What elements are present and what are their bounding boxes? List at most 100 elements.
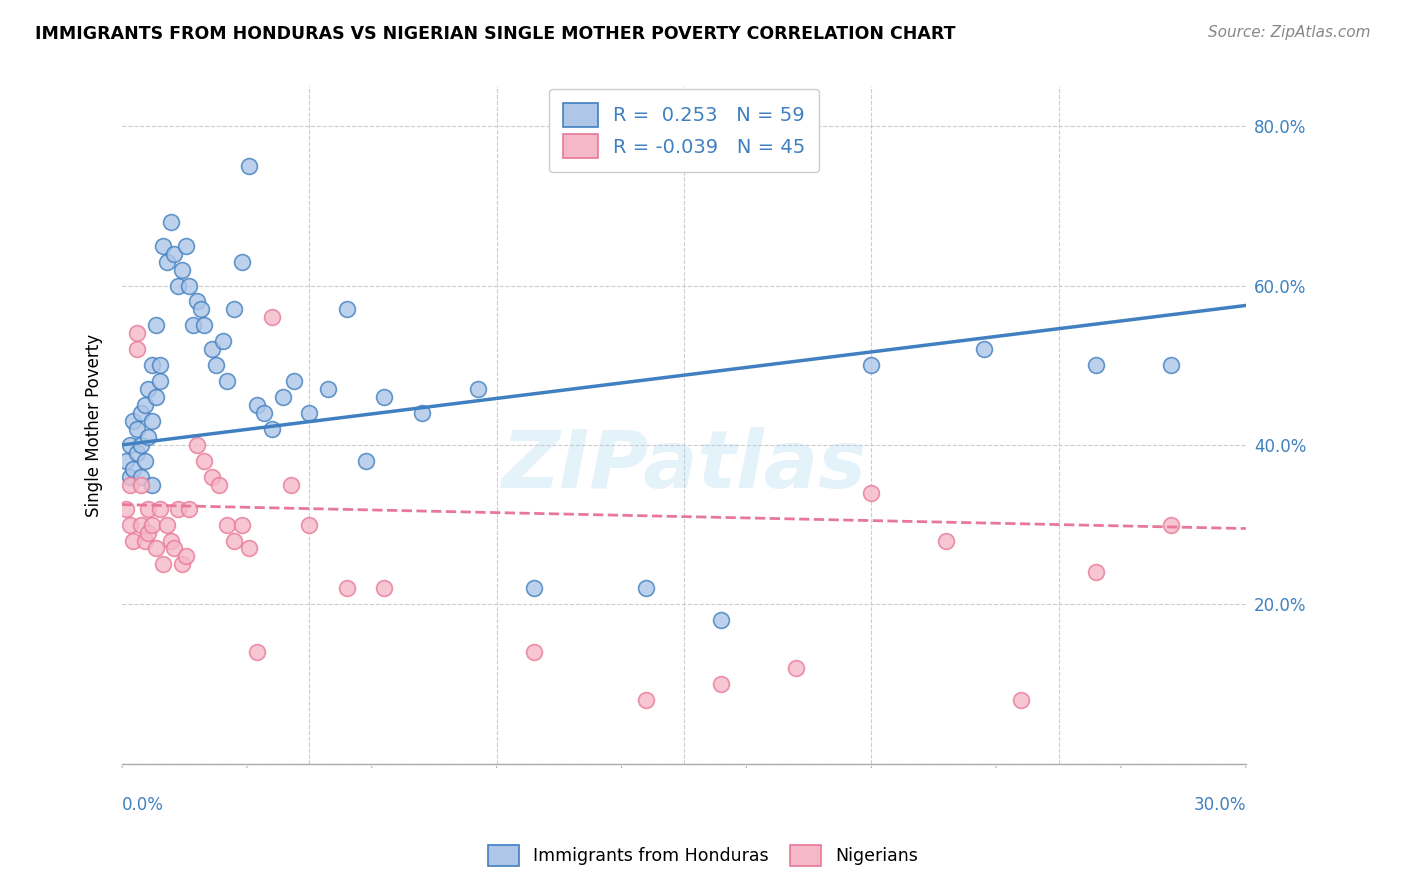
Point — [129, 469, 152, 483]
Point — [193, 454, 215, 468]
Point — [129, 517, 152, 532]
Point — [193, 318, 215, 333]
Point — [336, 302, 359, 317]
Point — [129, 406, 152, 420]
Point — [141, 358, 163, 372]
Point — [118, 438, 141, 452]
Point — [122, 462, 145, 476]
Point — [523, 645, 546, 659]
Point — [179, 501, 201, 516]
Point — [134, 454, 156, 468]
Point — [1084, 566, 1107, 580]
Point — [136, 430, 159, 444]
Point — [238, 159, 260, 173]
Point — [260, 422, 283, 436]
Point — [231, 254, 253, 268]
Point — [298, 517, 321, 532]
Point — [114, 501, 136, 516]
Point — [253, 406, 276, 420]
Point — [336, 582, 359, 596]
Point — [411, 406, 433, 420]
Point — [174, 549, 197, 564]
Point — [1084, 358, 1107, 372]
Point — [208, 477, 231, 491]
Point — [125, 343, 148, 357]
Point — [186, 294, 208, 309]
Point — [298, 406, 321, 420]
Point — [785, 661, 807, 675]
Point — [125, 422, 148, 436]
Point — [145, 541, 167, 556]
Point — [354, 454, 377, 468]
Point — [145, 390, 167, 404]
Point — [152, 558, 174, 572]
Point — [141, 477, 163, 491]
Point — [636, 582, 658, 596]
Point — [152, 238, 174, 252]
Point — [118, 469, 141, 483]
Point — [201, 469, 224, 483]
Point — [156, 254, 179, 268]
Text: Source: ZipAtlas.com: Source: ZipAtlas.com — [1208, 25, 1371, 40]
Point — [523, 582, 546, 596]
Point — [118, 477, 141, 491]
Point — [156, 517, 179, 532]
Legend: R =  0.253   N = 59, R = -0.039   N = 45: R = 0.253 N = 59, R = -0.039 N = 45 — [548, 89, 818, 172]
Point — [118, 517, 141, 532]
Point — [467, 382, 489, 396]
Point — [271, 390, 294, 404]
Point — [215, 374, 238, 388]
Point — [122, 533, 145, 548]
Point — [190, 302, 212, 317]
Point — [167, 501, 190, 516]
Point — [125, 446, 148, 460]
Point — [201, 343, 224, 357]
Point — [129, 477, 152, 491]
Point — [246, 645, 269, 659]
Text: IMMIGRANTS FROM HONDURAS VS NIGERIAN SINGLE MOTHER POVERTY CORRELATION CHART: IMMIGRANTS FROM HONDURAS VS NIGERIAN SIN… — [35, 25, 956, 43]
Point — [148, 358, 170, 372]
Point — [860, 358, 883, 372]
Point — [224, 533, 246, 548]
Point — [181, 318, 204, 333]
Point — [373, 390, 395, 404]
Y-axis label: Single Mother Poverty: Single Mother Poverty — [86, 334, 103, 516]
Point — [134, 533, 156, 548]
Point — [174, 238, 197, 252]
Point — [163, 541, 186, 556]
Point — [122, 414, 145, 428]
Point — [860, 485, 883, 500]
Point — [129, 438, 152, 452]
Point — [260, 310, 283, 325]
Point — [170, 558, 193, 572]
Point — [167, 278, 190, 293]
Point — [1010, 693, 1032, 707]
Point — [316, 382, 339, 396]
Point — [159, 215, 181, 229]
Point — [136, 525, 159, 540]
Point — [170, 262, 193, 277]
Point — [148, 374, 170, 388]
Text: 0.0%: 0.0% — [122, 796, 165, 814]
Point — [163, 246, 186, 260]
Point — [283, 374, 305, 388]
Point — [159, 533, 181, 548]
Point — [710, 677, 733, 691]
Point — [636, 693, 658, 707]
Point — [373, 582, 395, 596]
Point — [148, 501, 170, 516]
Point — [125, 326, 148, 341]
Point — [1160, 517, 1182, 532]
Point — [215, 517, 238, 532]
Point — [224, 302, 246, 317]
Point — [145, 318, 167, 333]
Point — [186, 438, 208, 452]
Point — [136, 501, 159, 516]
Point — [973, 343, 995, 357]
Point — [231, 517, 253, 532]
Point — [114, 454, 136, 468]
Point — [212, 334, 235, 349]
Point — [710, 613, 733, 627]
Point — [1160, 358, 1182, 372]
Point — [136, 382, 159, 396]
